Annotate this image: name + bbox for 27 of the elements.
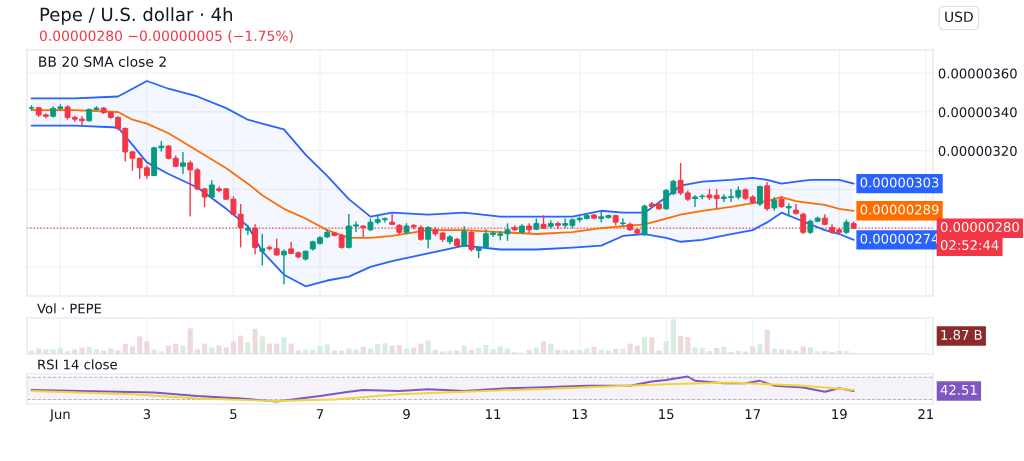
annotation: BB 20 SMA close 2 — [39, 56, 166, 67]
x-tick-label: 11 — [486, 409, 501, 419]
chart-title: RSI 14 close — [38, 359, 117, 370]
x-tick-label: 3 — [143, 409, 151, 420]
text: 1.87 B — [941, 329, 982, 340]
x-tick-label: 19 — [832, 409, 847, 420]
text: 42.51 — [940, 384, 977, 395]
y-axis-title: USD — [945, 11, 973, 23]
x-tick-label: 21 — [918, 409, 933, 419]
y-tick-label: 0.00000320 — [938, 145, 1017, 156]
y-tick-label: 0.00000340 — [938, 107, 1017, 118]
x-tick-label: Jun — [49, 409, 70, 422]
y-tick-label: 0.00000360 — [938, 68, 1017, 79]
x-tick-label: 9 — [403, 409, 410, 420]
chart-title: Vol · PEPE — [37, 303, 102, 314]
x-tick-label: 13 — [572, 409, 587, 420]
data-label: 0.00000289 — [860, 204, 939, 215]
x-tick-label: 17 — [745, 409, 760, 419]
data-label: 0.00000274 — [860, 233, 939, 244]
x-tick-label: 5 — [230, 409, 237, 420]
chart-subtitle: 0.00000280 −0.00000005 (−1.75%) — [39, 30, 293, 43]
x-tick-label: 7 — [316, 409, 324, 419]
data-label: 0.00000303 — [860, 177, 939, 188]
x-tick-label: 15 — [659, 409, 674, 420]
text: 02:52:44 — [940, 240, 999, 251]
ref-line-label: 0.00000280 — [940, 222, 1019, 233]
chart-title: Pepe / U.S. dollar · 4h — [40, 7, 233, 25]
